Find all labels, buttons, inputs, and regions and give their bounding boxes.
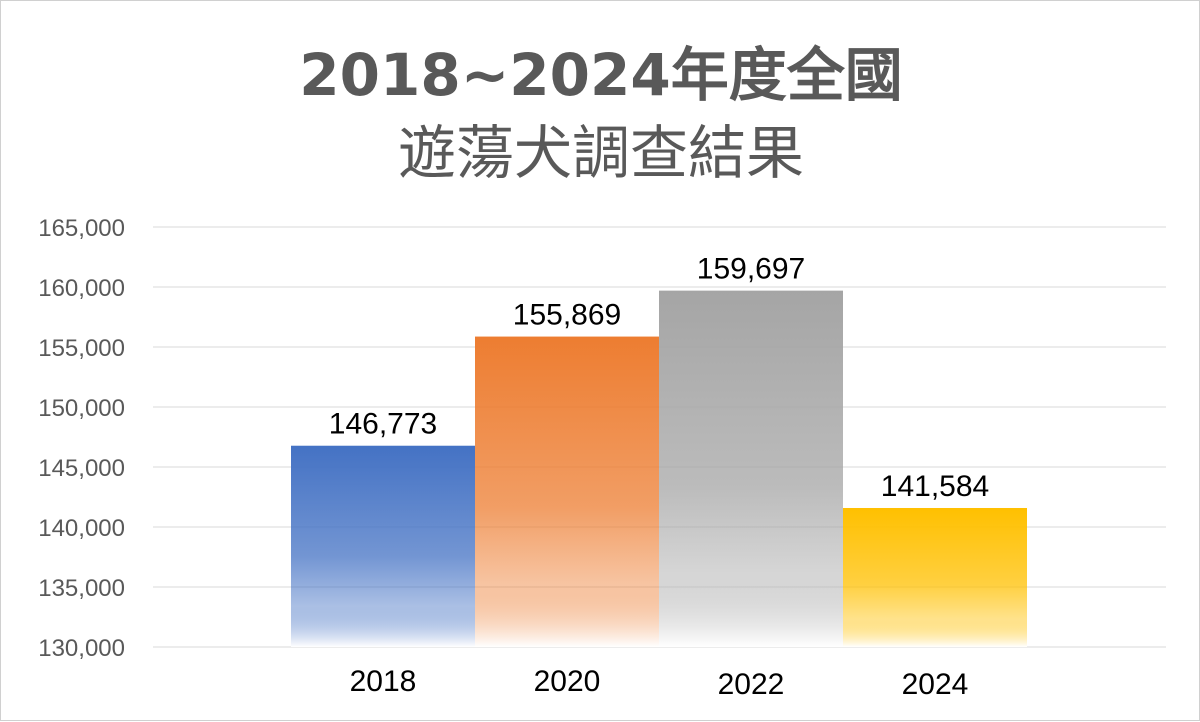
bar-2024 [843,507,1027,647]
bar-2022 [659,290,843,647]
data-labels: 146,773 155,869 159,697 141,584 [329,253,989,503]
chart-title-line-2: 遊蕩犬調查結果 [397,119,804,187]
y-tick-label: 135,000 [38,575,125,602]
x-tick-label-2022: 2022 [718,668,785,701]
y-tick-label: 155,000 [38,335,125,362]
chart-title-line-1: 2018~2024年度全國 [299,41,903,109]
data-label-2020: 155,869 [513,299,621,332]
bars [291,290,1027,647]
bar-2020 [475,336,659,647]
y-tick-label: 150,000 [38,395,125,422]
y-tick-label: 165,000 [38,215,125,242]
y-tick-label: 130,000 [38,635,125,662]
x-tick-label-2020: 2020 [534,665,601,698]
bar-2018 [291,445,475,647]
y-tick-label: 140,000 [38,515,125,542]
x-axis-ticks: 2018 2020 2022 2024 [350,665,969,701]
x-tick-label-2018: 2018 [350,665,417,698]
y-axis-ticks: 130,000 135,000 140,000 145,000 150,000 155,0… [38,215,125,662]
data-label-2022: 159,697 [697,253,805,286]
x-tick-label-2024: 2024 [902,668,969,701]
data-label-2018: 146,773 [329,408,437,441]
data-label-2024: 141,584 [881,470,989,503]
y-tick-label: 145,000 [38,455,125,482]
y-tick-label: 160,000 [38,275,125,302]
